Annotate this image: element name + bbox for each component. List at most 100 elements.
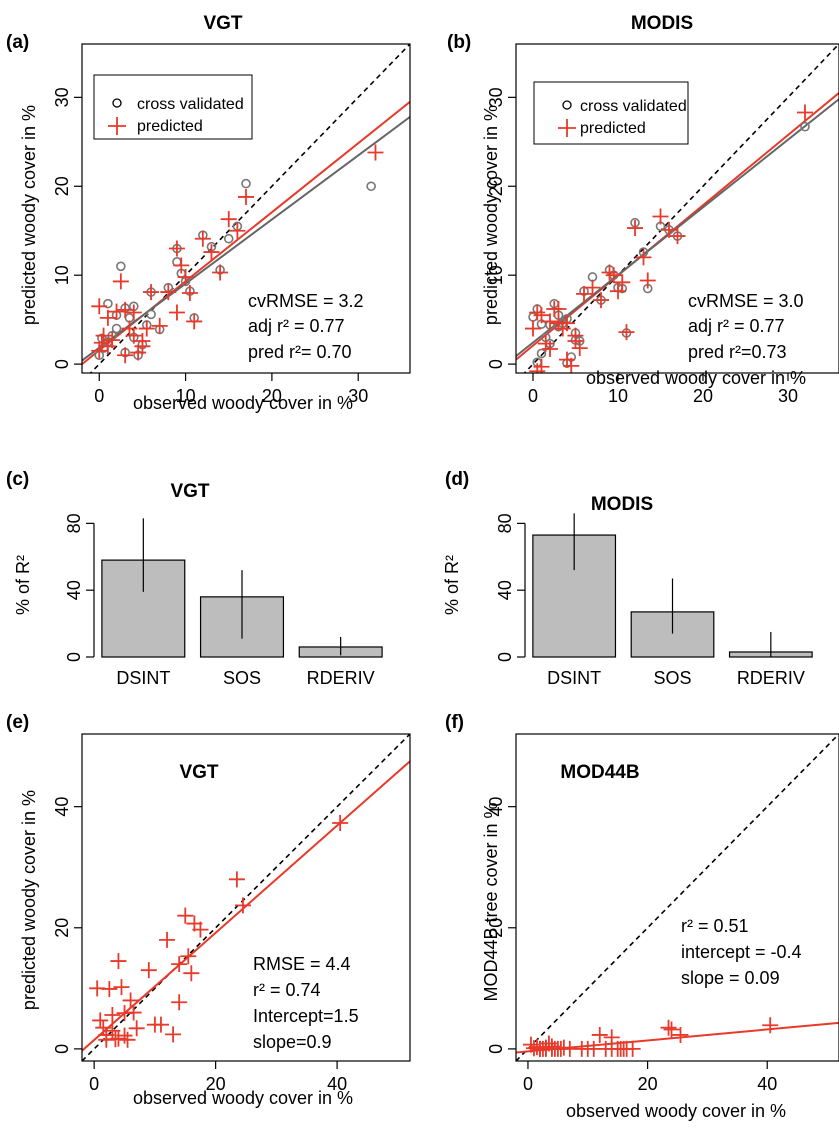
plot-frame-e (81, 733, 411, 1062)
panel-e-ylabel: predicted woody cover in % (19, 790, 39, 1010)
x-tick-label-a: 10 (176, 386, 196, 406)
panel-e-stat-1: RMSE = 4.4 (253, 954, 351, 974)
line-a-1-1 (89, 44, 410, 373)
panel-c-letter: (c) (6, 469, 29, 490)
legend-entry-cross-validated: cross validated (580, 98, 687, 115)
plot-c: 0 40 80 DSINT SOS RDERIV (64, 513, 383, 688)
panel-b-letter: (b) (447, 32, 471, 53)
x-tick-label-e: 20 (206, 1074, 226, 1094)
point-plus (101, 980, 118, 997)
panel-c-ylabel: % of R² (13, 555, 33, 615)
point-plus (110, 953, 127, 970)
plot-a: 0 10 20 30 0 10 20 30 (52, 43, 411, 406)
y-tick-label-c: 0 (64, 652, 84, 662)
plot-frame-b (515, 43, 839, 374)
plot-b: 0 10 20 30 0 10 20 30 (486, 43, 839, 406)
x-tick-label-f: 40 (757, 1074, 777, 1094)
y-tick-label-f: 0 (486, 1044, 506, 1054)
x-tick-label-b: 10 (608, 386, 628, 406)
point-plus (652, 208, 669, 225)
point-plus (117, 301, 134, 318)
x-tick-label-f: 20 (638, 1074, 658, 1094)
point-plus (116, 1027, 133, 1044)
category-label-dsint: DSINT (547, 668, 601, 688)
point-plus (550, 300, 567, 317)
point-plus (119, 1031, 136, 1048)
point-plus (229, 222, 246, 239)
panel-b: (b) MODIS 0 10 20 30 0 10 20 30 observed woody … (447, 13, 839, 406)
point-plus (584, 279, 601, 296)
point-plus (91, 342, 108, 359)
point-plus (104, 332, 121, 349)
point-circle (223, 233, 234, 244)
x-tick-label-f: 0 (523, 1074, 533, 1094)
y-tick-label-b: 20 (486, 176, 506, 196)
y-tick-label-d: 0 (495, 652, 515, 662)
panel-b-title: MODIS (631, 13, 693, 34)
point-plus (171, 956, 188, 973)
y-tick-label-a: 10 (52, 265, 72, 285)
panel-b-stat-1: cvRMSE = 3.0 (688, 291, 804, 311)
legend-circle-icon (562, 100, 572, 110)
point-plus (108, 303, 125, 320)
panel-d-title: MODIS (591, 494, 653, 515)
y-tick-label-d: 40 (495, 580, 515, 600)
point-plus (151, 317, 168, 334)
panel-a: (a) VGT 0 10 20 30 0 10 20 30 observed woody co… (6, 13, 411, 413)
plot-d: 0 40 80 DSINT SOS RDERIV (495, 513, 813, 688)
point-plus (593, 292, 609, 309)
x-tick-label-b: 20 (693, 386, 713, 406)
category-label-sos: SOS (223, 668, 261, 688)
panel-a-xlabel: observed woody cover in % (133, 393, 353, 413)
point-plus (639, 272, 656, 289)
point-plus (138, 320, 155, 337)
point-plus (542, 313, 558, 330)
point-circle (103, 298, 113, 309)
point-plus (529, 304, 546, 321)
y-tick-label-a: 0 (52, 359, 72, 369)
point-plus (610, 283, 626, 300)
point-plus (567, 332, 584, 349)
point-circle (536, 348, 547, 359)
y-tick-label-e: 20 (52, 918, 72, 938)
panel-e: (e) VGT 0 20 40 0 20 40 observed woody cover … (6, 712, 411, 1108)
panel-b-stat-2: adj r² = 0.77 (688, 316, 785, 336)
point-plus (238, 188, 254, 205)
y-tick-label-a: 20 (52, 176, 72, 196)
legend-entry-cross-validated: cross validated (137, 96, 244, 113)
point-plus (234, 897, 251, 914)
point-plus (140, 962, 157, 979)
point-circle (800, 121, 810, 132)
category-label-rderiv: RDERIV (307, 668, 375, 688)
point-plus (168, 240, 185, 257)
point-plus (533, 307, 550, 324)
panel-a-ylabel: predicted woody cover in % (19, 105, 39, 325)
point-plus (177, 907, 194, 924)
x-tick-label-a: 20 (262, 386, 282, 406)
point-plus (212, 264, 229, 281)
x-tick-label-b: 0 (528, 386, 538, 406)
point-plus (614, 274, 631, 291)
panel-d-letter: (d) (445, 469, 469, 490)
point-plus (171, 994, 188, 1011)
point-plus (91, 298, 108, 315)
point-plus (117, 347, 134, 364)
point-plus (112, 273, 129, 290)
point-plus (591, 1026, 608, 1043)
plot-frame-a (81, 43, 411, 374)
point-plus (762, 1017, 779, 1034)
y-tick-label-b: 30 (486, 87, 506, 107)
point-plus (125, 327, 142, 344)
point-plus (98, 1031, 115, 1048)
legend-box (533, 81, 689, 145)
point-plus (533, 358, 550, 373)
point-plus (121, 320, 138, 337)
panel-f: (f) MOD44B 0 20 40 0 20 40 observed woody cov… (445, 712, 839, 1121)
point-plus (152, 1016, 169, 1033)
panel-f-ylabel: MOD44B tree cover in % (481, 802, 501, 1001)
x-tick-label-b: 30 (778, 386, 798, 406)
point-plus (525, 320, 541, 337)
panel-e-stat-3: Intercept=1.5 (253, 1006, 359, 1026)
point-plus (559, 351, 575, 368)
y-tick-label-f: 40 (486, 797, 506, 817)
